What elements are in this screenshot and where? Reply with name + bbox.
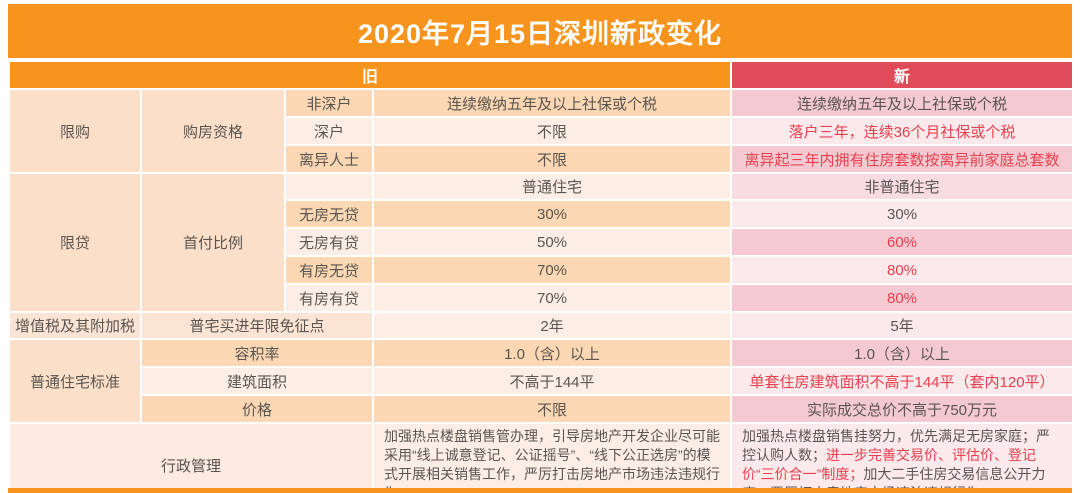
sub-label-floor-area: 建筑面积: [142, 368, 372, 394]
table-row: 限贷 首付比例 普通住宅 非普通住宅: [10, 174, 1073, 311]
old-value: 不限: [374, 396, 731, 422]
old-value: 2年: [374, 313, 731, 338]
table-row: 离异人士 不限 离异起三年内拥有住房套数按离异前家庭总套数: [10, 146, 1073, 172]
new-value-highlighted: 60%: [732, 229, 1073, 255]
old-value: 不高于144平: [374, 368, 731, 394]
bottom-border-bar: [8, 488, 1072, 493]
new-value-highlighted: 80%: [732, 285, 1073, 311]
table-row: 无房无贷 30% 30%: [10, 201, 1073, 227]
sub-label: 非深户: [286, 90, 372, 116]
new-value: 5年: [732, 313, 1073, 338]
old-admin-text: 加强热点楼盘销售管办理，引导房地产开发企业尽可能采用“线上诚意登记、公证摇号”、…: [374, 424, 731, 493]
new-value: 实际成交总价不高于750万元: [732, 396, 1073, 422]
new-admin-text: 加强热点楼盘销售挂努力，优先满足无房家庭；严控认购人数；进一步完善交易价、评估价…: [732, 424, 1073, 493]
sub-label-plot-ratio: 容积率: [142, 340, 372, 366]
new-value-highlighted: 落户三年，连续36个月社保或个税: [732, 118, 1073, 144]
new-column-header: 新: [732, 62, 1073, 88]
old-value: 70%: [374, 257, 731, 283]
table-row: 建筑面积 不高于144平 单套住房建筑面积不高于144平（套内120平）: [10, 368, 1073, 394]
column-header-row: 旧 新: [10, 62, 1073, 88]
sub-label: 有房无贷: [286, 257, 372, 283]
new-value: 30%: [732, 201, 1073, 227]
comparison-table: 旧 新 限购 购房资格 非深户 连续缴纳五年及以上社保或个税 连续缴纳五年及以上…: [8, 60, 1074, 493]
sub-label: 无房有贷: [286, 229, 372, 255]
group-purchase-qualification: 购房资格: [142, 90, 284, 172]
new-value: 连续缴纳五年及以上社保或个税: [732, 90, 1073, 116]
old-value: 连续缴纳五年及以上社保或个税: [374, 90, 731, 116]
old-value: 70%: [374, 285, 731, 311]
table-row: 有房无贷 70% 80%: [10, 257, 1073, 283]
table-row: 限购 购房资格 非深户 连续缴纳五年及以上社保或个税 连续缴纳五年及以上社保或个…: [10, 90, 1073, 172]
old-value: 1.0（含）以上: [374, 340, 731, 366]
table-row: 增值税及其附加税 普宅买进年限免征点 2年 5年: [10, 313, 1073, 338]
table-row: 深户 不限 落户三年，连续36个月社保或个税: [10, 118, 1073, 144]
sub-label: 无房无贷: [286, 201, 372, 227]
vat-exemption-label: 普宅买进年限免征点: [142, 313, 372, 338]
new-admin-text-highlight: 进一步完善交易价、评估价、登记价“三价合一”制度；: [742, 447, 1037, 482]
page-title: 2020年7月15日深圳新政变化: [8, 4, 1072, 58]
new-admin-text-part1: 加强热点楼盘销售挂努力，优先满足无房家庭；严控认购人数；: [742, 428, 1051, 463]
sub-label-price: 价格: [142, 396, 372, 422]
old-value: 不限: [374, 118, 731, 144]
sub-label: 离异人士: [286, 146, 372, 172]
table-row: 无房有贷 50% 60%: [10, 229, 1073, 255]
category-ordinary-housing-standard: 普通住宅标准: [10, 340, 140, 422]
category-administration: 行政管理: [10, 424, 372, 493]
new-value: 1.0（含）以上: [732, 340, 1073, 366]
old-value: 不限: [374, 146, 731, 172]
category-loan-limit: 限贷: [10, 174, 140, 311]
category-vat: 增值税及其附加税: [10, 313, 140, 338]
old-column-header: 旧: [10, 62, 731, 88]
group-downpayment-ratio: 首付比例: [142, 174, 284, 311]
table-row: 有房有贷 70% 80%: [10, 285, 1073, 311]
new-value: 非普通住宅: [732, 174, 1073, 199]
new-value-highlighted: 离异起三年内拥有住房套数按离异前家庭总套数: [732, 146, 1073, 172]
new-value-highlighted: 单套住房建筑面积不高于144平（套内120平）: [732, 368, 1073, 394]
sub-label: [286, 174, 372, 199]
sub-label: 有房有贷: [286, 285, 372, 311]
new-value-highlighted: 80%: [732, 257, 1073, 283]
table-row: 普通住宅标准 容积率 1.0（含）以上 1.0（含）以上: [10, 340, 1073, 422]
sub-label: 深户: [286, 118, 372, 144]
old-value: 30%: [374, 201, 731, 227]
table-row: 行政管理 加强热点楼盘销售管办理，引导房地产开发企业尽可能采用“线上诚意登记、公…: [10, 424, 1073, 493]
table-row: 价格 不限 实际成交总价不高于750万元: [10, 396, 1073, 422]
old-value: 普通住宅: [374, 174, 731, 199]
old-value: 50%: [374, 229, 731, 255]
category-purchase-limit: 限购: [10, 90, 140, 172]
